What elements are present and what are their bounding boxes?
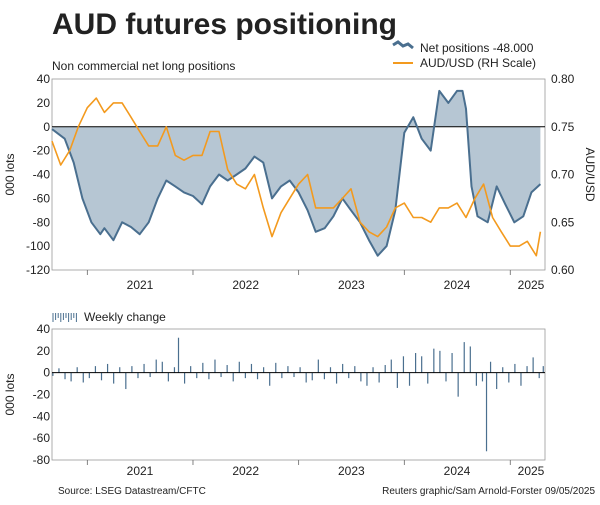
y2-axis-label: AUD/USD bbox=[583, 147, 597, 201]
bottom-panel: Weekly change 40 20 0 -20 -40 -60 -80 000 lots 20… bbox=[3, 310, 546, 478]
bottom-x-tick-label-2: 2023 bbox=[338, 464, 365, 478]
y-tick-label-2: 0 bbox=[43, 120, 50, 134]
bottom-y-axis-label: 000 lots bbox=[3, 373, 17, 415]
audusd-line bbox=[51, 97, 542, 257]
x-tick-label-1: 2022 bbox=[232, 278, 259, 292]
y-tick-label-3: -20 bbox=[33, 144, 51, 158]
x-tick-label-2: 2023 bbox=[338, 278, 365, 292]
y-tick-label-8: -120 bbox=[26, 263, 50, 277]
bottom-x-tick-label-1: 2022 bbox=[232, 464, 259, 478]
bar-legend-label: Weekly change bbox=[84, 310, 166, 324]
y2-tick-label-0: 0.80 bbox=[551, 72, 575, 86]
bottom-y-tick-label-0: 40 bbox=[37, 322, 51, 336]
legend-audusd-label: AUD/USD (RH Scale) bbox=[420, 56, 536, 70]
y-tick-label-4: -40 bbox=[33, 168, 51, 182]
bottom-y-tick-label-1: 20 bbox=[37, 344, 51, 358]
net-positions-line bbox=[51, 89, 542, 257]
y-tick-label-0: 40 bbox=[37, 72, 51, 86]
y2-tick-label-2: 0.70 bbox=[551, 168, 575, 182]
bottom-y-tick-label-6: -80 bbox=[33, 453, 51, 467]
y-axis-label: 000 lots bbox=[3, 153, 17, 195]
top-panel: 40 20 0 -20 -40 -60 -80 -100 -120 0.80 0.75 0.70 0.6… bbox=[3, 40, 597, 292]
bottom-y-tick-label-4: -40 bbox=[33, 409, 51, 423]
bottom-x-tick-label-4: 2025 bbox=[518, 464, 545, 478]
bottom-x-tick-label-0: 2021 bbox=[127, 464, 154, 478]
y-tick-label-7: -100 bbox=[26, 239, 50, 253]
y2-tick-label-1: 0.75 bbox=[551, 120, 575, 134]
net-positions-area bbox=[52, 90, 541, 256]
footer-source: Source: LSEG Datastream/CFTC bbox=[58, 486, 206, 497]
chart-subtitle: Non commercial net long positions bbox=[52, 59, 235, 73]
legend-net-label: Net positions -48.000 bbox=[420, 41, 534, 55]
bottom-plot-frame bbox=[51, 328, 546, 461]
y2-tick-label-4: 0.60 bbox=[551, 263, 575, 277]
bottom-y-tick-label-3: -20 bbox=[33, 388, 51, 402]
x-tick-label-0: 2021 bbox=[127, 278, 154, 292]
bottom-y-tick-label-2: 0 bbox=[43, 366, 50, 380]
x-tick-label-3: 2024 bbox=[444, 278, 471, 292]
y-tick-label-5: -60 bbox=[33, 191, 51, 205]
x-tick-label-4: 2025 bbox=[518, 278, 545, 292]
bottom-x-tick-label-3: 2024 bbox=[444, 464, 471, 478]
footer-credit: Reuters graphic/Sam Arnold-Forster 09/05… bbox=[382, 486, 595, 497]
bar-legend: Weekly change bbox=[52, 310, 166, 324]
bottom-y-tick-label-5: -60 bbox=[33, 431, 51, 445]
chart-title: AUD futures positioning bbox=[52, 8, 397, 41]
y-tick-label-1: 20 bbox=[37, 96, 51, 110]
y2-tick-label-3: 0.65 bbox=[551, 215, 575, 229]
y-tick-label-6: -80 bbox=[33, 215, 51, 229]
legend-net-swatch bbox=[392, 40, 414, 50]
